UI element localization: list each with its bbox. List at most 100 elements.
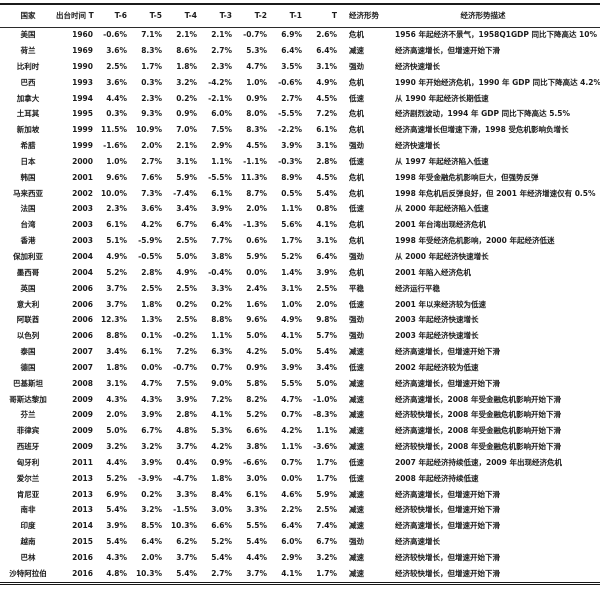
t-5-cell: 6.4% (141, 537, 162, 547)
t-4-cell: 6.2% (176, 537, 197, 547)
year-cell: 2007 (72, 347, 93, 357)
t-5-cell: 0.1% (141, 331, 162, 341)
t-4-cell: -4.7% (173, 473, 197, 483)
country-cell: 比利时 (16, 61, 40, 71)
country-cell: 巴西 (20, 77, 36, 87)
t-5-cell: 8.3% (141, 46, 162, 56)
t-2-cell: 9.6% (246, 315, 267, 325)
t-3-cell: 2.3% (211, 61, 232, 71)
table-row: 法国 2003 2.3% 3.6% 3.4% 3.9% 2.0% 1.1% 0.8% 低速 从 20… (0, 201, 600, 217)
description-cell: 经济高速增长但增速下滑，1998 受危机影响负增长 (395, 125, 569, 135)
t-6-cell: 5.2% (106, 473, 127, 483)
table-row: 巴基斯坦 2008 3.1% 4.7% 7.5% 9.0% 5.8% 5.5% 5.0% 减速 经济… (0, 376, 600, 392)
t-cell: 3.9% (316, 267, 337, 277)
t-2-cell: 4.4% (246, 553, 267, 563)
t-3-cell: 1.1% (211, 331, 232, 341)
year-cell: 2009 (72, 426, 93, 436)
t-4-cell: 4.9% (176, 267, 197, 277)
t-5-cell: 0.0% (141, 362, 162, 372)
t-5-cell: 1.3% (141, 315, 162, 325)
status-cell: 低速 (349, 457, 364, 467)
year-cell: 2003 (72, 204, 93, 214)
t-2-cell: 8.0% (246, 109, 267, 119)
t-3-cell: 4.1% (211, 410, 232, 420)
t-6-cell: 4.3% (106, 394, 127, 404)
country-cell: 韩国 (20, 172, 36, 182)
description-cell: 经济高速增长，但增速开始下滑 (395, 46, 500, 56)
t-4-cell: 3.9% (176, 394, 197, 404)
country-cell: 墨西哥 (16, 267, 40, 277)
year-cell: 2000 (72, 156, 93, 166)
t-2-cell: 1.0% (246, 77, 267, 87)
year-cell: 1993 (72, 77, 93, 87)
t-cell: 2.0% (316, 299, 337, 309)
t-3-cell: 1.8% (211, 473, 232, 483)
table-row: 匈牙利 2011 4.4% 3.9% 0.4% 0.9% -6.6% 0.7% 1.7% 低速 20… (0, 455, 600, 471)
t-6-cell: 5.4% (106, 537, 127, 547)
country-cell: 巴林 (20, 553, 36, 563)
t-6-cell: 3.6% (106, 46, 127, 56)
t-4-cell: 4.8% (176, 426, 197, 436)
country-cell: 越南 (20, 537, 36, 547)
year-cell: 2013 (72, 489, 93, 499)
t-1-cell: 1.7% (281, 236, 302, 246)
t-3-cell: 2.1% (211, 30, 232, 40)
t-2-cell: -1.3% (243, 220, 267, 230)
t-6-cell: 3.2% (106, 442, 127, 452)
description-cell: 经济高速增长，但增速开始下滑 (395, 347, 500, 357)
t-4-cell: 0.2% (176, 93, 197, 103)
year-cell: 2015 (72, 537, 93, 547)
t-1-cell: 1.1% (281, 442, 302, 452)
t-1-cell: 1.1% (281, 204, 302, 214)
year-cell: 2007 (72, 362, 93, 372)
year-cell: 2006 (72, 331, 93, 341)
t-3-cell: 3.3% (211, 283, 232, 293)
t-3-cell: 8.8% (211, 315, 232, 325)
t-2-cell: 5.2% (246, 410, 267, 420)
status-cell: 减速 (349, 410, 364, 420)
year-cell: 1990 (72, 61, 93, 71)
country-cell: 德国 (20, 362, 36, 372)
t-2-cell: 0.9% (246, 93, 267, 103)
t-1-cell: 4.6% (281, 489, 302, 499)
t-4-cell: 2.5% (176, 315, 197, 325)
year-cell: 1960 (72, 30, 93, 40)
table-row: 巴西 1993 3.6% 0.3% 3.2% -4.2% 1.0% -0.6% 4.9% 危机 19… (0, 75, 600, 91)
t-3-cell: 6.4% (211, 220, 232, 230)
description-cell: 从 1990 年起经济长期低速 (395, 93, 489, 103)
t-1-cell: 8.9% (281, 172, 302, 182)
t-6-cell: 1.0% (106, 156, 127, 166)
t-5-cell: 2.0% (141, 141, 162, 151)
t-3-cell: 6.1% (211, 188, 232, 198)
t-5-cell: 2.8% (141, 267, 162, 277)
t-cell: 4.1% (316, 220, 337, 230)
column-header-t-2: T-2 (238, 4, 273, 28)
country-cell: 巴基斯坦 (13, 378, 43, 388)
t-6-cell: 6.9% (106, 489, 127, 499)
t-1-cell: 2.7% (281, 93, 302, 103)
column-header-t-1: T-1 (273, 4, 308, 28)
status-cell: 强劲 (349, 141, 364, 151)
t-5-cell: 0.3% (141, 77, 162, 87)
description-cell: 1998 年危机后反弹良好，但 2001 年经济增速仅有 0.5% (395, 188, 596, 198)
t-1-cell: 5.2% (281, 251, 302, 261)
t-cell: 5.0% (316, 378, 337, 388)
t-2-cell: 5.3% (246, 46, 267, 56)
t-2-cell: 8.2% (246, 394, 267, 404)
year-cell: 1969 (72, 46, 93, 56)
t-cell: 4.5% (316, 93, 337, 103)
t-6-cell: 4.4% (106, 457, 127, 467)
t-1-cell: 6.0% (281, 537, 302, 547)
t-3-cell: 6.6% (211, 521, 232, 531)
t-5-cell: 6.1% (141, 347, 162, 357)
column-header-t-4: T-4 (168, 4, 203, 28)
t-4-cell: 5.4% (176, 568, 197, 578)
t-5-cell: 3.6% (141, 204, 162, 214)
status-cell: 低速 (349, 473, 364, 483)
t-6-cell: 3.7% (106, 299, 127, 309)
t-6-cell: 5.0% (106, 426, 127, 436)
t-6-cell: 2.5% (106, 61, 127, 71)
column-header-t-6: T-6 (98, 4, 133, 28)
status-cell: 强劲 (349, 537, 364, 547)
